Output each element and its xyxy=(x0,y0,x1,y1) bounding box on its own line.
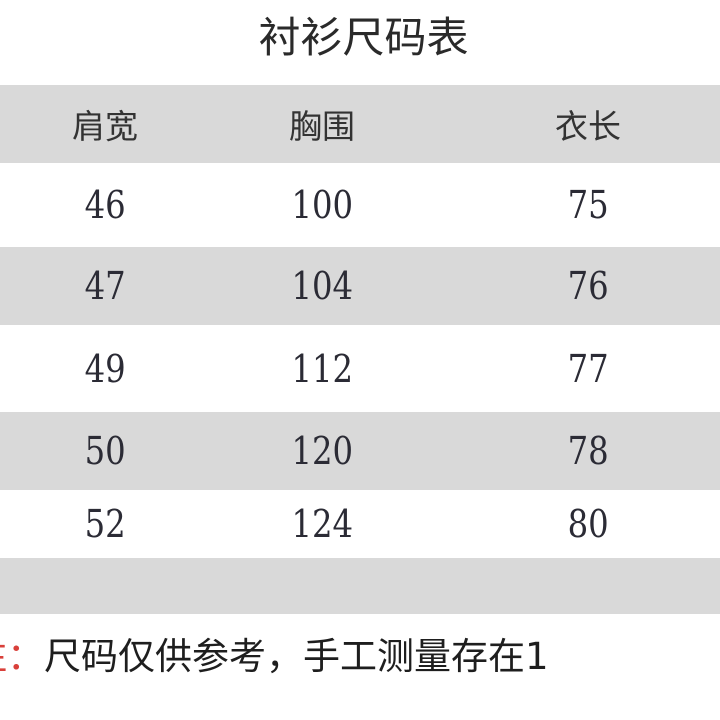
header-shoulder-width: 肩宽 xyxy=(72,107,138,146)
cell-shoulder-width: 50 xyxy=(84,429,126,473)
cell-shoulder-width: 47 xyxy=(84,264,126,308)
note-label: 注： xyxy=(0,635,44,678)
cell-chest: 104 xyxy=(291,264,353,308)
cell-chest: 112 xyxy=(291,346,353,391)
cell-chest: 100 xyxy=(291,183,353,227)
size-note: 注：尺码仅供参考，手工测量存在1 xyxy=(0,632,549,682)
table-row: 49 112 77 xyxy=(0,325,720,412)
table-row: 47 104 76 xyxy=(0,247,720,325)
cell-length: 77 xyxy=(567,346,609,391)
cell-shoulder-width: 52 xyxy=(84,502,126,546)
header-chest: 胸围 xyxy=(289,107,355,146)
page-title: 衬衫尺码表 xyxy=(258,13,469,62)
table-footer-band xyxy=(0,558,720,614)
cell-shoulder-width: 49 xyxy=(84,346,126,391)
cell-shoulder-width: 46 xyxy=(84,183,126,227)
cell-chest: 124 xyxy=(291,502,353,546)
table-header: 肩宽 胸围 衣长 xyxy=(0,85,720,163)
cell-length: 80 xyxy=(567,502,609,546)
cell-length: 75 xyxy=(567,183,609,227)
note-text: 尺码仅供参考，手工测量存在1 xyxy=(44,635,549,678)
cell-length: 78 xyxy=(567,429,609,473)
table-row: 52 124 80 xyxy=(0,490,720,558)
table-row: 50 120 78 xyxy=(0,412,720,490)
header-length: 衣长 xyxy=(555,107,621,146)
cell-length: 76 xyxy=(567,264,609,308)
cell-chest: 120 xyxy=(291,429,353,473)
table-row: 46 100 75 xyxy=(0,163,720,247)
